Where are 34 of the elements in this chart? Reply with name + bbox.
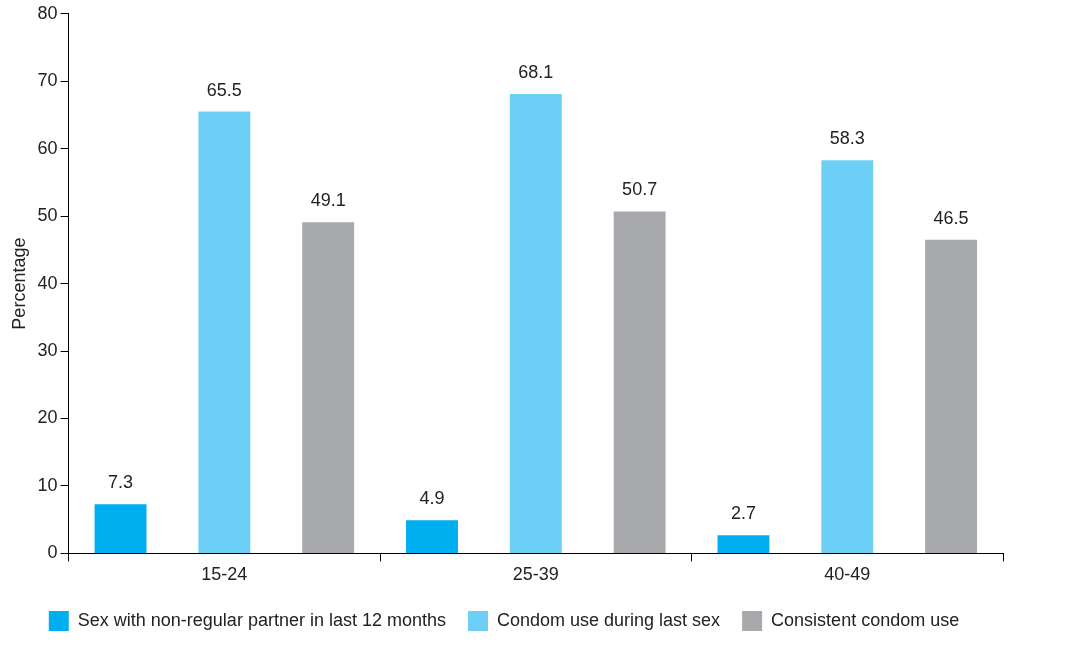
bar [925, 239, 978, 553]
data-label: 46.5 [933, 207, 969, 228]
bar [821, 160, 874, 553]
y-tick-label: 80 [37, 2, 58, 23]
bar [509, 94, 562, 553]
data-label: 68.1 [518, 62, 554, 83]
bar [717, 535, 770, 553]
data-label: 50.7 [622, 179, 658, 200]
bar [198, 111, 251, 553]
y-tick-label: 0 [47, 542, 58, 563]
y-tick-label: 50 [37, 205, 58, 226]
x-tick-label: 40-49 [824, 564, 871, 585]
data-label: 2.7 [730, 503, 756, 524]
legend-label: Consistent condom use [771, 609, 960, 630]
y-tick-label: 70 [37, 70, 58, 91]
bar [302, 222, 355, 553]
legend-label: Condom use during last sex [496, 609, 721, 630]
data-label: 7.3 [108, 472, 134, 493]
data-label: 4.9 [419, 488, 445, 509]
legend-label: Sex with non-regular partner in last 12 months [77, 609, 446, 630]
y-tick-label: 10 [37, 474, 58, 495]
y-tick-label: 40 [37, 272, 58, 293]
x-tick-label: 25-39 [512, 564, 559, 585]
x-tick-label: 15-24 [201, 564, 248, 585]
data-label: 58.3 [829, 128, 865, 149]
data-label: 49.1 [310, 190, 346, 211]
data-label: 65.5 [206, 79, 242, 100]
bar [406, 520, 458, 553]
y-tick-label: 60 [37, 137, 58, 158]
bar [94, 504, 147, 553]
y-axis-title: Percentage [8, 237, 29, 330]
y-tick-label: 30 [37, 340, 58, 361]
y-tick-label: 20 [37, 407, 58, 428]
bar [613, 211, 666, 553]
